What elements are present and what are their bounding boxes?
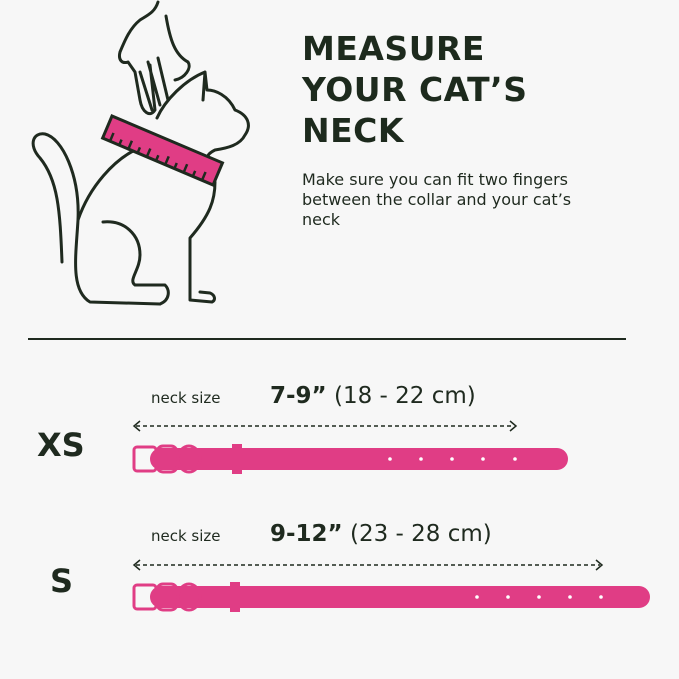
s-range: 9-12” (23 - 28 cm) — [270, 521, 492, 547]
range-inches: 9-12” — [270, 521, 343, 547]
title-line: YOUR CAT’S — [302, 70, 528, 109]
xs-collar-icon — [132, 444, 568, 474]
range-cm: (18 - 22 cm) — [333, 383, 476, 409]
range-inches: 7-9” — [270, 383, 327, 409]
neck-size-label: neck size — [151, 527, 221, 545]
measuring-tape-icon — [100, 114, 225, 187]
xs-range: 7-9” (18 - 22 cm) — [270, 383, 476, 409]
title-line: MEASURE — [302, 29, 485, 68]
xs-neck-arrow — [132, 420, 518, 432]
page-title: MEASURE YOUR CAT’S NECK — [302, 28, 527, 151]
divider — [28, 338, 626, 340]
size-label-xs: XS — [37, 426, 85, 464]
range-cm: (23 - 28 cm) — [350, 521, 492, 547]
size-label-s: S — [50, 562, 74, 600]
cat-outline-icon — [31, 0, 250, 306]
s-neck-arrow — [132, 559, 604, 571]
s-collar-icon — [132, 582, 650, 612]
instruction-text: Make sure you can fit two fingers betwee… — [302, 170, 572, 229]
title-line: NECK — [302, 111, 404, 150]
neck-size-label: neck size — [151, 389, 221, 407]
